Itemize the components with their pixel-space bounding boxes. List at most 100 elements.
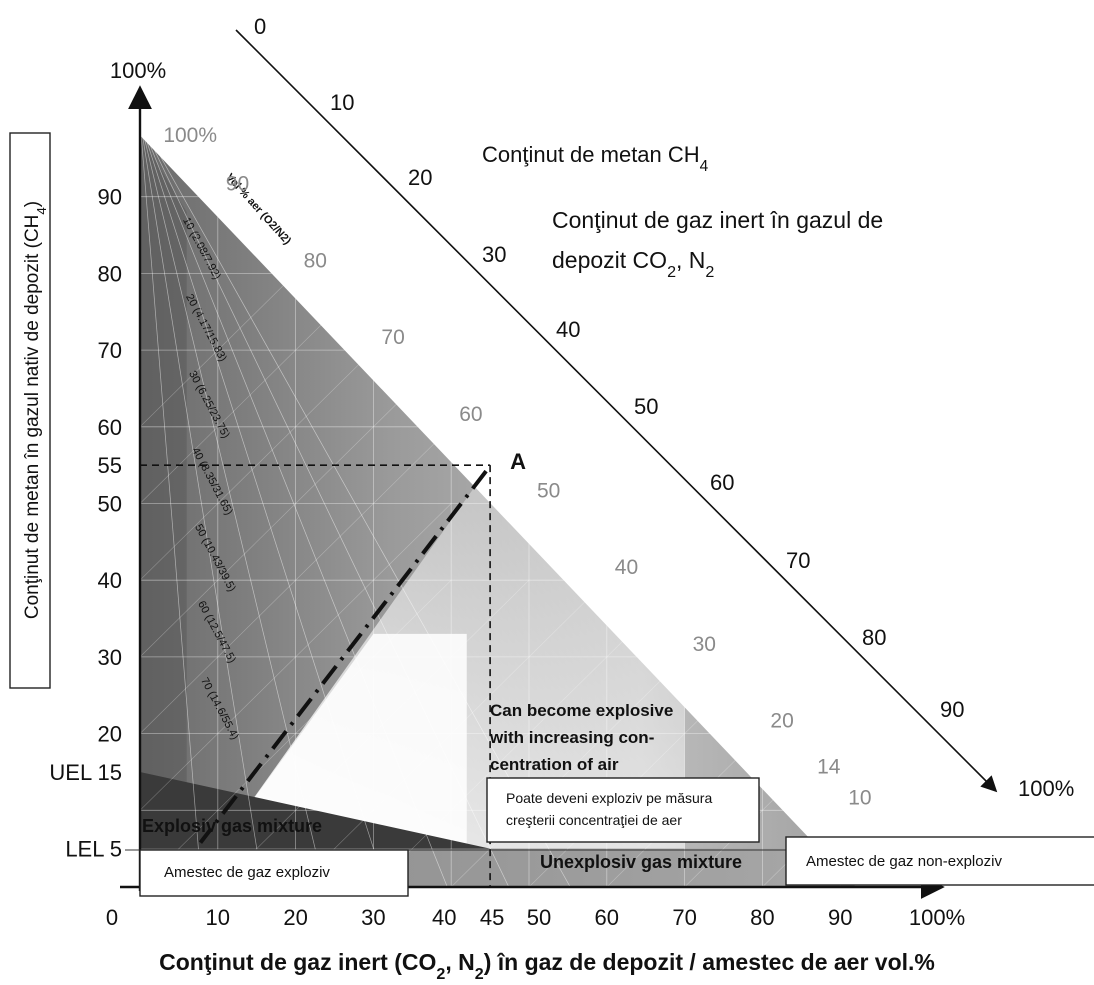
outer-diagonal-axis bbox=[235, 29, 998, 793]
y-tick-label: 50 bbox=[98, 492, 122, 517]
x-tick-label: 100% bbox=[909, 905, 965, 930]
become-explosive-ro-line1: Poate deveni exploziv pe măsura bbox=[506, 790, 712, 806]
x-tick-label: 30 bbox=[361, 905, 385, 930]
white-highlight bbox=[217, 633, 467, 849]
subscript: 2 bbox=[475, 965, 484, 983]
outer-tick-label: 10 bbox=[330, 90, 354, 115]
become-explosive-en-label: with increasing con- bbox=[489, 728, 654, 747]
outer-tick-label: 100% bbox=[1018, 776, 1074, 801]
hatch-line bbox=[139, 426, 452, 734]
y-tick-label: 70 bbox=[98, 338, 122, 363]
explosive-region bbox=[140, 771, 491, 849]
subscript: 2 bbox=[436, 965, 445, 983]
nonexplosive-mixture-box bbox=[785, 836, 1094, 886]
x-tick-label: 45 bbox=[480, 905, 504, 930]
text-part: ) în gaz de depozit / amestec de aer vol… bbox=[484, 949, 935, 975]
hyp-tick-label: 60 bbox=[459, 403, 482, 426]
become-explosive-en-label: centration of air bbox=[490, 755, 619, 774]
x-tick-label: 90 bbox=[828, 905, 852, 930]
text-part: ) bbox=[22, 201, 43, 207]
hyp-tick-label: 14 bbox=[817, 756, 841, 779]
hyp-tick-label: 80 bbox=[304, 249, 327, 272]
hatch-line bbox=[295, 579, 608, 888]
explosive-mixture-box bbox=[139, 849, 409, 897]
subscript: 2 bbox=[705, 263, 714, 281]
x-tick-label: 70 bbox=[672, 905, 696, 930]
hyp-tick-label: 50 bbox=[537, 480, 560, 503]
unexplosive-mixture-label: Unexplosiv gas mixture bbox=[540, 852, 742, 872]
subscript: 4 bbox=[34, 207, 49, 214]
inert-gas-label-line2: depozit CO2, N2 bbox=[552, 247, 714, 281]
x-tick-label: 60 bbox=[595, 905, 619, 930]
hatch-line bbox=[762, 579, 1074, 888]
hatch-line bbox=[139, 119, 452, 428]
hatch-line bbox=[373, 579, 685, 888]
y-top-label: 100% bbox=[110, 58, 166, 83]
y-tick-label: 80 bbox=[98, 261, 122, 286]
outer-tick-label: 70 bbox=[786, 548, 810, 573]
y-tick-label: 20 bbox=[98, 722, 122, 747]
outer-tick-label: 50 bbox=[634, 394, 658, 419]
hatch-line bbox=[217, 579, 530, 888]
x-tick-label: 40 bbox=[432, 905, 456, 930]
y-tick-label: UEL 15 bbox=[49, 760, 122, 785]
inert-gas-label-line1: Conţinut de gaz inert în gazul de bbox=[552, 207, 883, 233]
x-tick-label: 50 bbox=[527, 905, 551, 930]
point-a-label: A bbox=[510, 449, 526, 474]
x-tick-label: 20 bbox=[283, 905, 307, 930]
y-tick-label: 30 bbox=[98, 645, 122, 670]
hyp-tick-label: 40 bbox=[615, 556, 638, 579]
subscript: 4 bbox=[700, 158, 709, 175]
text-part: Conţinut de gaz inert (CO bbox=[159, 949, 436, 975]
outer-tick-label: 80 bbox=[862, 625, 886, 650]
x-axis-title: Conţinut de gaz inert (CO2, N2) în gaz d… bbox=[159, 949, 935, 983]
air-line bbox=[139, 119, 448, 888]
air-line bbox=[139, 119, 325, 888]
explosive-mixture-label: Explosiv gas mixture bbox=[142, 816, 322, 836]
y-axis-title-box bbox=[9, 132, 51, 689]
air-line bbox=[139, 119, 264, 888]
outer-tick-label: 30 bbox=[482, 242, 506, 267]
y-tick-label: LEL 5 bbox=[65, 837, 122, 862]
x-tick-label: 0 bbox=[106, 905, 118, 930]
become-explosive-box bbox=[486, 777, 760, 843]
hatch-line bbox=[139, 349, 452, 658]
hyp-top-label: 100% bbox=[163, 124, 217, 147]
mixing-line bbox=[198, 469, 488, 844]
hyp-tick-label: 70 bbox=[381, 326, 404, 349]
hatch-line bbox=[139, 579, 452, 888]
hatch-line bbox=[139, 273, 452, 581]
tick-labels: 90807060504030201410100%0102030405060708… bbox=[49, 14, 1074, 930]
air-line bbox=[139, 119, 202, 888]
y-tick-label: 60 bbox=[98, 415, 122, 440]
y-tick-label: 90 bbox=[98, 185, 122, 210]
become-explosive-en-label: Can become explosive bbox=[490, 701, 673, 720]
hatch-line bbox=[139, 196, 452, 504]
hyp-tick-label: 30 bbox=[693, 633, 716, 656]
dark-band bbox=[140, 135, 187, 888]
hatch-line bbox=[139, 503, 452, 811]
outer-tick-label: 40 bbox=[556, 317, 580, 342]
outer-tick-label: 20 bbox=[408, 165, 432, 190]
subscript: 2 bbox=[667, 263, 676, 281]
explosive-mixture-box-label: Amestec de gaz exploziv bbox=[164, 864, 330, 881]
text-part: depozit CO bbox=[552, 247, 667, 273]
outer-tick-label: 90 bbox=[940, 697, 964, 722]
text-part: Conţinut de metan în gazul nativ de depo… bbox=[22, 215, 43, 620]
x-tick-label: 80 bbox=[750, 905, 774, 930]
methane-content-label: Conţinut de metan CH4 bbox=[482, 142, 709, 175]
air-line bbox=[139, 119, 510, 888]
x-tick-label: 10 bbox=[206, 905, 230, 930]
text-part: Conţinut de metan CH bbox=[482, 142, 700, 167]
region-fills bbox=[140, 135, 856, 888]
outer-tick-label: 0 bbox=[254, 14, 266, 39]
air-line bbox=[139, 119, 571, 888]
text-part: , N bbox=[445, 949, 474, 975]
hyp-tick-label: 90 bbox=[226, 173, 249, 196]
air-line bbox=[139, 119, 387, 888]
text-part: , N bbox=[676, 247, 705, 273]
become-explosive-ro-line2: creşterii concentraţiei de aer bbox=[506, 812, 682, 828]
y-tick-label: 40 bbox=[98, 568, 122, 593]
